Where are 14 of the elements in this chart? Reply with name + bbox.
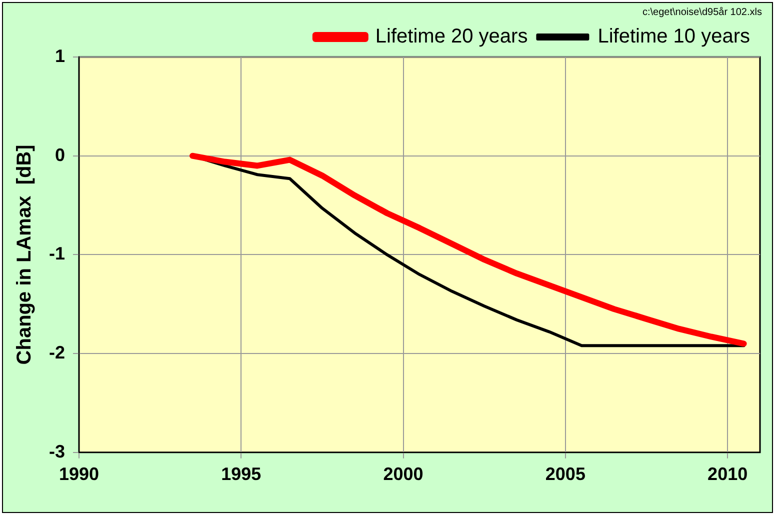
x-tick-label: 2010 bbox=[708, 464, 748, 484]
x-tick-label: 2000 bbox=[383, 464, 424, 484]
y-tick-label: 0 bbox=[54, 144, 66, 165]
text: c:\eget\noise\d95år 102.xls bbox=[642, 7, 762, 18]
x-tick-label: 2005 bbox=[545, 464, 586, 484]
y-tick-label: -2 bbox=[48, 342, 66, 363]
legend-label: Lifetime 20 years bbox=[375, 26, 528, 48]
y-axis-title: Change in LAmax [dB] bbox=[14, 144, 36, 365]
y-tick-label: -1 bbox=[48, 244, 66, 264]
x-tick-label: 1995 bbox=[221, 464, 262, 484]
y-tick-label: -3 bbox=[48, 441, 66, 462]
y-tick-label: 1 bbox=[54, 46, 66, 66]
legend-label: Lifetime 10 years bbox=[598, 26, 750, 48]
x-tick-label: 1990 bbox=[58, 464, 100, 484]
